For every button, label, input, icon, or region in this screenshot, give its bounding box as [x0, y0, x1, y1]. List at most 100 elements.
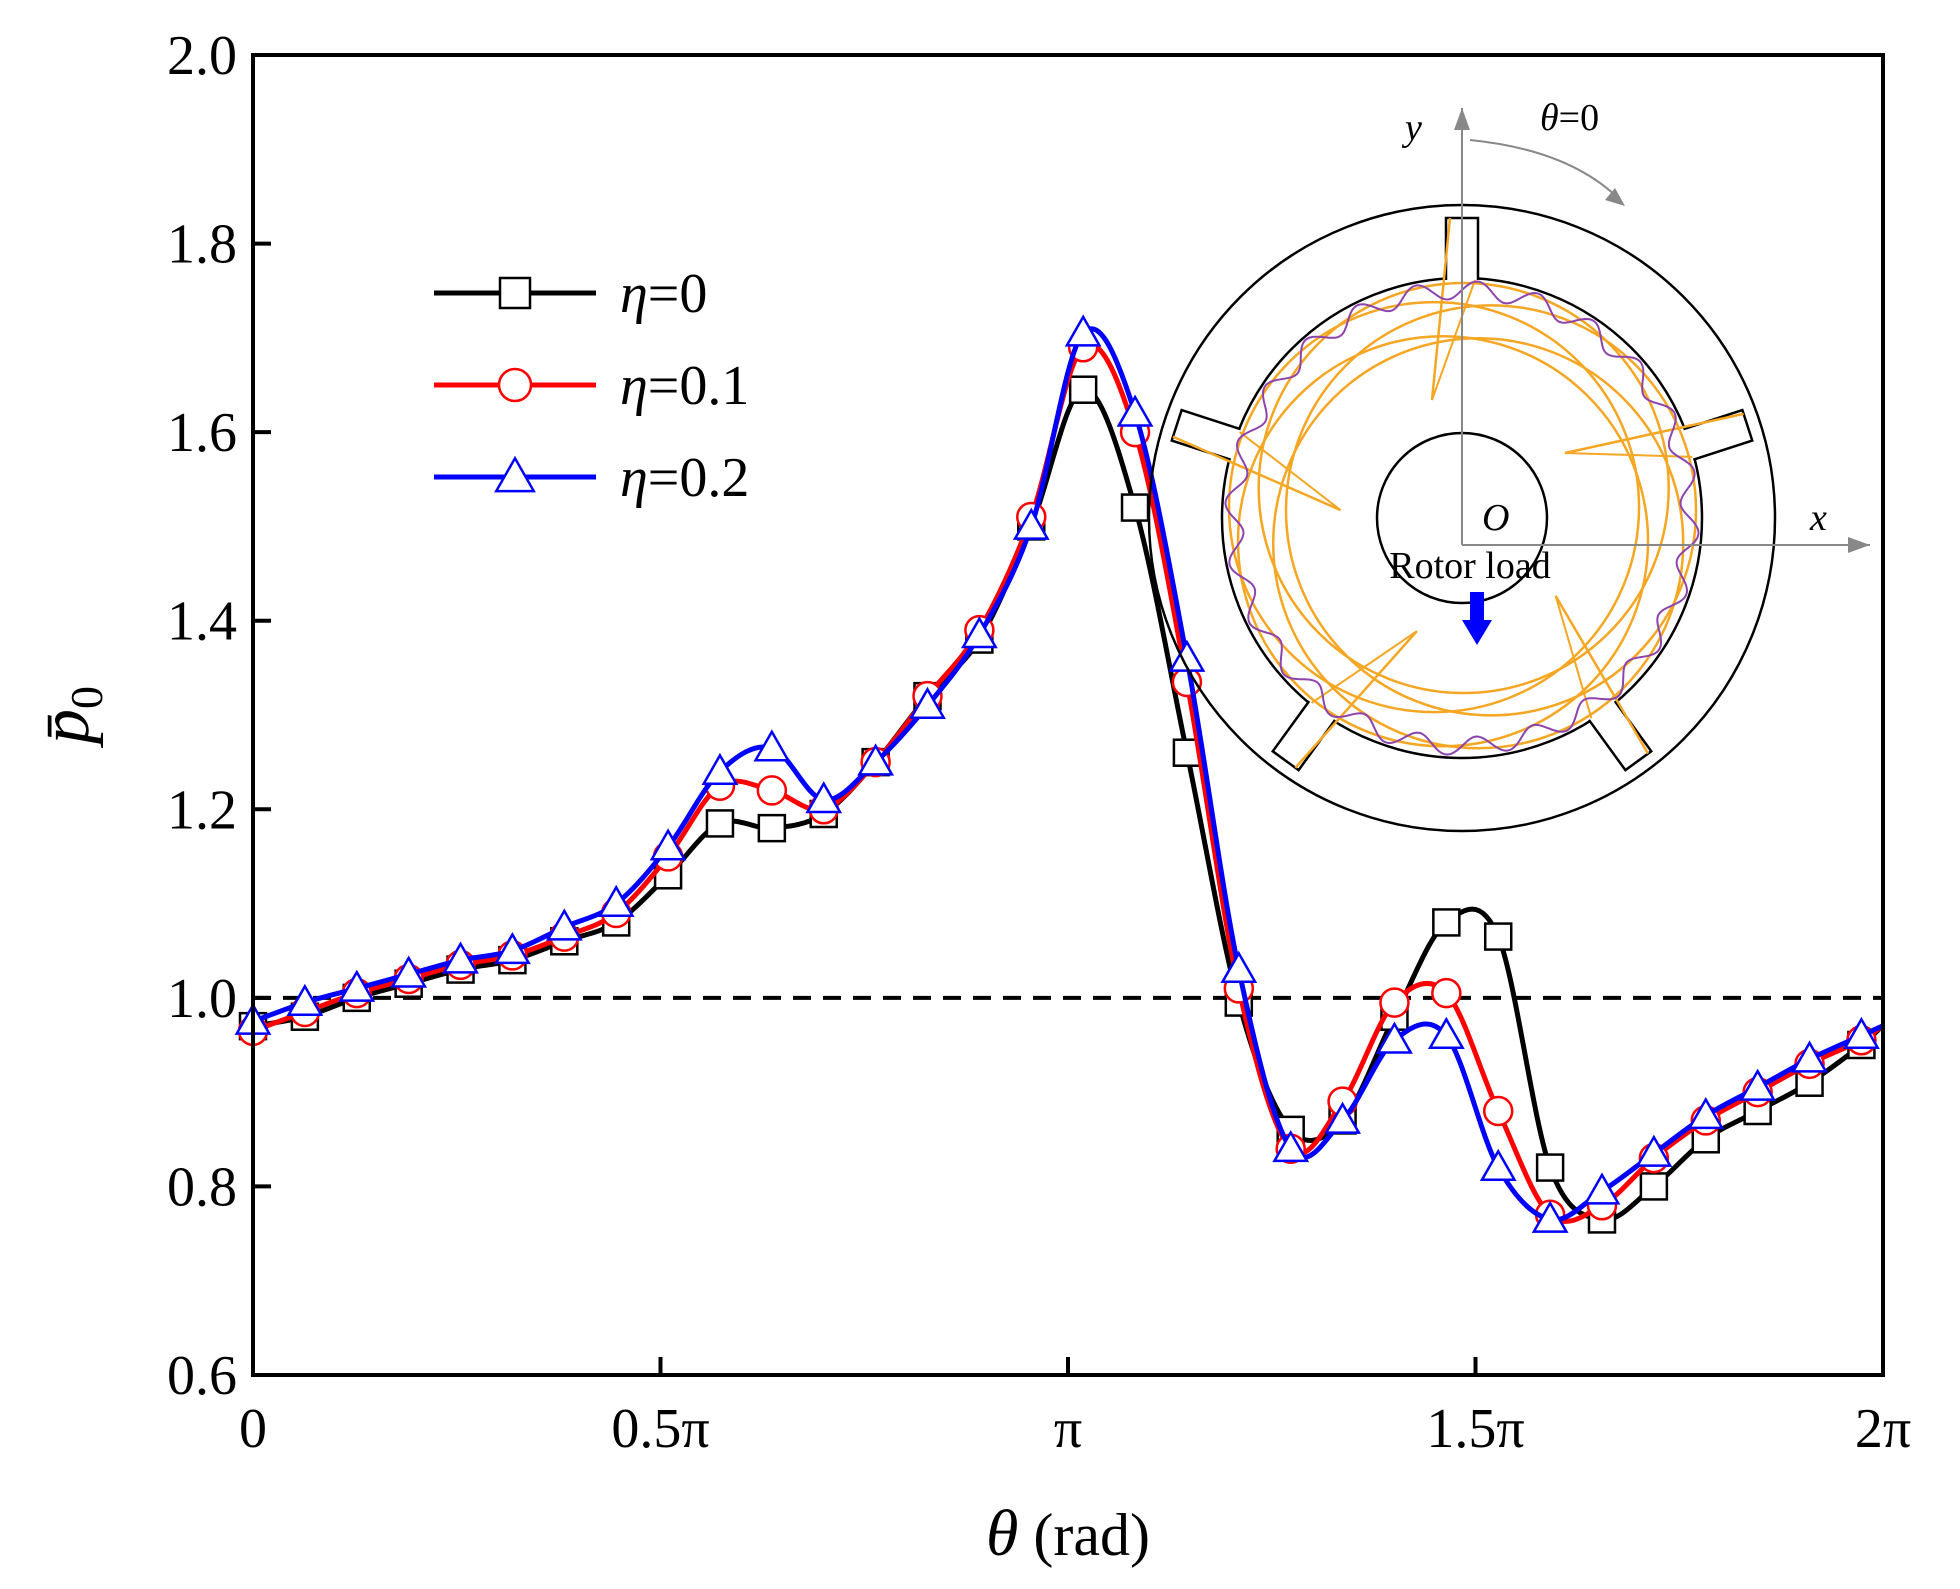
data-point-triangle — [1064, 314, 1102, 347]
data-point-circle — [1431, 977, 1462, 1009]
x-tick-label: 2π — [1855, 1398, 1911, 1460]
x-axis-symbol: θ — [986, 1497, 1018, 1570]
plot-frame — [251, 53, 1885, 1377]
x-tick-label: 0 — [239, 1398, 267, 1460]
inset-pad-spoke — [1564, 412, 1744, 455]
data-point-triangle — [1583, 1172, 1621, 1205]
data-point-triangle — [442, 941, 479, 974]
inset-pad-arc — [1227, 300, 1641, 714]
inset-pad-arc — [1257, 281, 1670, 695]
data-point-square — [1432, 908, 1461, 937]
legend-value: =0 — [648, 263, 708, 325]
inset-label-load: Rotor load — [1389, 545, 1550, 587]
data-point-square — [1068, 375, 1098, 404]
y-tick-label: 1.6 — [167, 402, 237, 464]
inset-film-profile — [1224, 280, 1700, 756]
inset-pad-spoke — [1172, 435, 1342, 512]
inset-theta-arc — [1469, 139, 1621, 201]
y-axis-symbol: p̄ — [27, 709, 104, 749]
data-point-triangle — [1376, 1021, 1413, 1054]
inset-slots — [1170, 216, 1754, 772]
data-point-triangle — [1843, 1016, 1880, 1050]
data-point-triangle — [338, 969, 376, 1002]
data-point-triangle — [597, 884, 635, 918]
data-point-triangle — [1427, 1016, 1465, 1050]
x-axis-title: θ (rad) — [986, 1497, 1150, 1570]
inset-slot — [1683, 408, 1754, 461]
data-point-square — [1535, 1153, 1565, 1182]
inset-label-theta: θ=0 — [1540, 97, 1599, 139]
data-point-triangle — [909, 686, 946, 720]
inset-label-y: y — [1401, 107, 1422, 149]
series-0 — [238, 375, 1884, 1234]
inset-pad-arc — [1236, 334, 1650, 748]
data-point-square — [705, 809, 735, 838]
inset-pad-spoke — [1294, 630, 1418, 769]
data-point-triangle — [1116, 394, 1154, 427]
inset-pad-spoke — [1554, 595, 1593, 719]
inset-pad-spoke — [1431, 279, 1476, 401]
legend-marker-circle — [497, 367, 533, 403]
inset-theta-symbol: θ — [1540, 97, 1559, 139]
x-tick-label: π — [1054, 1398, 1082, 1460]
data-point-triangle — [286, 983, 324, 1017]
data-point-square — [757, 813, 787, 843]
inset-pad-spoke — [1564, 452, 1693, 458]
inset-schematic: y θ=0 x O Rotor load — [1147, 97, 1870, 833]
legend-marker-square — [498, 276, 532, 310]
inset-theta-arrow — [1605, 188, 1625, 206]
y-tick-label: 2.0 — [167, 25, 237, 87]
data-point-triangle — [1272, 1129, 1310, 1163]
y-tick-label: 0.8 — [167, 1156, 237, 1218]
data-point-triangle — [649, 828, 687, 861]
data-point-circle — [1482, 1095, 1514, 1127]
legend-value: =0.2 — [648, 447, 750, 509]
x-tick-label: 0.5π — [611, 1398, 709, 1460]
inset-y-arrow — [1454, 108, 1470, 130]
series-line — [252, 326, 1884, 1223]
data-point-triangle — [960, 616, 998, 649]
inset-pad-spoke — [1554, 595, 1650, 755]
ticks-layer: 0 0.5π π 1.5π 2π 0.6 0.8 1.0 1.2 1.4 1.6 1.8 2.0 — [167, 25, 1911, 1460]
inset-load-arrow-shaft — [1470, 592, 1484, 622]
data-point-triangle — [1791, 1040, 1828, 1073]
y-tick-label: 1.8 — [167, 214, 237, 276]
inset-x-arrow — [1848, 537, 1870, 553]
data-point-triangle — [1687, 1096, 1725, 1130]
inset-load-arrow-head — [1462, 620, 1492, 645]
legend-label: η=0.2 — [620, 447, 749, 509]
legend-symbol: η — [620, 263, 648, 325]
data-point-triangle — [1324, 1101, 1361, 1134]
x-tick-label: 1.5π — [1426, 1398, 1524, 1460]
data-point-triangle — [1168, 639, 1206, 672]
series-layer — [234, 314, 1884, 1234]
y-tick-label: 1.0 — [167, 968, 237, 1030]
series-2 — [234, 314, 1884, 1233]
legend-marker-triangle — [494, 455, 536, 493]
data-point-triangle — [805, 781, 843, 814]
inset-pad-spoke — [1311, 630, 1418, 704]
legend-symbol: η — [620, 447, 648, 509]
legend-symbol: η — [620, 355, 648, 417]
data-point-triangle — [1479, 1148, 1517, 1182]
y-tick-label: 0.6 — [167, 1345, 237, 1407]
inset-pads — [1227, 281, 1698, 750]
inset-label-x: x — [1809, 497, 1827, 539]
legend-item: η=0.2 — [434, 447, 749, 509]
y-axis-title: p̄0 — [27, 686, 112, 749]
legend-value: =0.1 — [648, 355, 750, 417]
data-point-triangle — [857, 743, 895, 776]
data-point-square — [1120, 493, 1150, 522]
legend: η=0η=0.1η=0.2 — [434, 263, 749, 509]
data-point-triangle — [1220, 950, 1258, 984]
data-point-square — [1483, 922, 1513, 951]
data-point-triangle — [1635, 1134, 1673, 1167]
legend-item: η=0.1 — [434, 355, 749, 417]
inset-pad-spoke — [1430, 217, 1452, 401]
data-point-circle — [1379, 987, 1410, 1018]
inset-theta-value: =0 — [1559, 97, 1599, 139]
y-tick-label: 1.2 — [167, 779, 237, 841]
inset-pad-arc — [1284, 304, 1698, 717]
data-point-triangle — [390, 955, 428, 988]
